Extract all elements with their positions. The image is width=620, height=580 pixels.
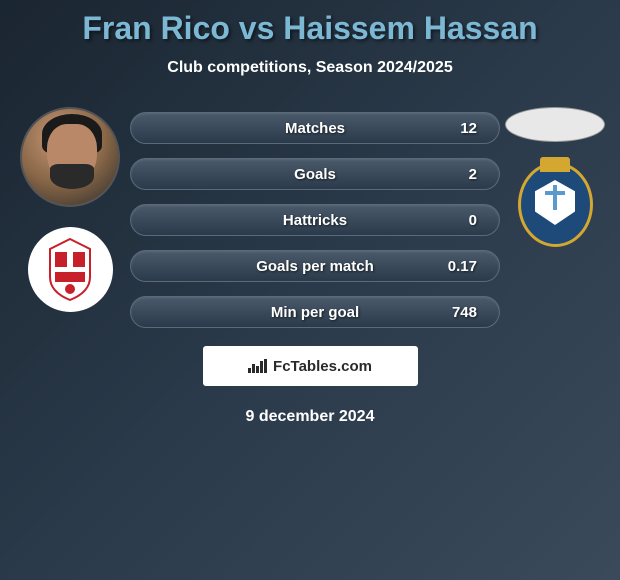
- player-beard-shape: [50, 164, 94, 189]
- right-player-column: [500, 107, 610, 328]
- comparison-content: Matches 12 Goals 2 Hattricks 0 Goals per…: [0, 107, 620, 328]
- subtitle: Club competitions, Season 2024/2025: [0, 59, 620, 77]
- stat-row-goals-per-match: Goals per match 0.17: [130, 250, 500, 282]
- stat-row-hattricks: Hattricks 0: [130, 204, 500, 236]
- date-text: 9 december 2024: [0, 408, 620, 426]
- stat-right-value: 2: [427, 166, 477, 183]
- stats-column: Matches 12 Goals 2 Hattricks 0 Goals per…: [130, 107, 500, 328]
- club-badge-right: [518, 162, 593, 247]
- oviedo-crown-icon: [540, 157, 570, 172]
- stat-label: Hattricks: [283, 212, 347, 229]
- stat-label: Min per goal: [271, 304, 359, 321]
- stat-label: Goals: [294, 166, 336, 183]
- stat-row-goals: Goals 2: [130, 158, 500, 190]
- player-left-photo: [20, 107, 120, 207]
- bar-chart-icon: [248, 359, 267, 373]
- stat-label: Matches: [285, 120, 345, 137]
- stat-right-value: 748: [427, 304, 477, 321]
- watermark-text: FcTables.com: [273, 358, 372, 375]
- player-right-placeholder: [505, 107, 605, 142]
- stat-label: Goals per match: [256, 258, 374, 275]
- stat-right-value: 12: [427, 120, 477, 137]
- oviedo-cross-icon: [545, 185, 565, 210]
- club-badge-left: [28, 227, 113, 312]
- stat-right-value: 0: [427, 212, 477, 229]
- watermark-badge: FcTables.com: [203, 346, 418, 386]
- granada-crest-icon: [45, 237, 95, 302]
- page-title: Fran Rico vs Haissem Hassan: [0, 0, 620, 47]
- stat-row-matches: Matches 12: [130, 112, 500, 144]
- left-player-column: [10, 107, 130, 328]
- stat-row-min-per-goal: Min per goal 748: [130, 296, 500, 328]
- stat-right-value: 0.17: [427, 258, 477, 275]
